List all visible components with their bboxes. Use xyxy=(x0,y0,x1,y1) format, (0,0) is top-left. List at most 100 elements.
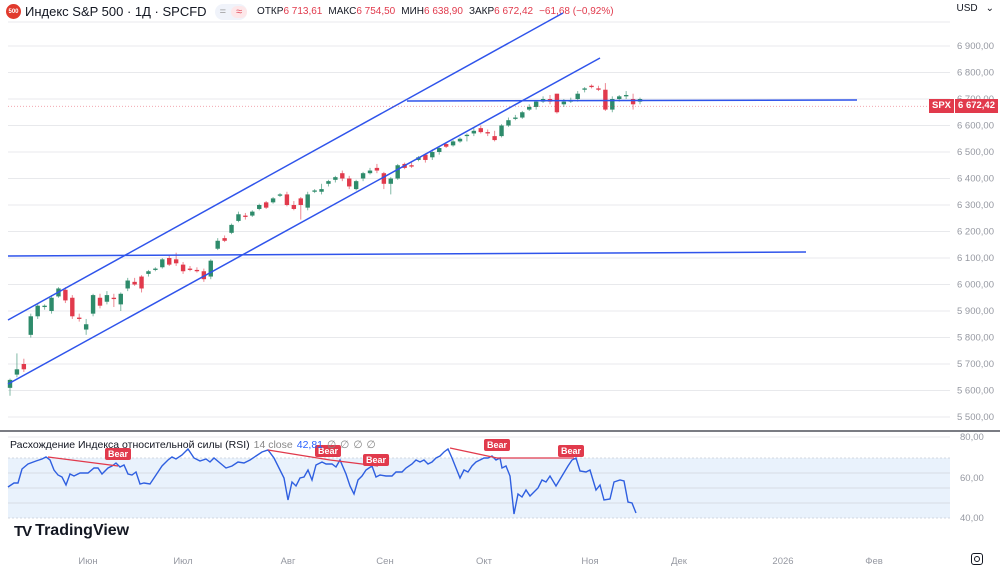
price-axis-label: 6 400,00 xyxy=(957,174,994,185)
candle xyxy=(589,85,594,88)
support-line[interactable] xyxy=(7,251,807,257)
candle xyxy=(450,141,456,146)
candle xyxy=(520,112,525,118)
candle xyxy=(360,173,366,179)
candle xyxy=(430,152,435,158)
candle xyxy=(388,178,393,184)
candle xyxy=(63,289,68,301)
rsi-axis-label: 80,00 xyxy=(960,432,984,443)
candle xyxy=(333,177,338,180)
candle xyxy=(187,268,193,270)
time-axis-label: Дек xyxy=(671,556,687,567)
price-axis-label: 6 900,00 xyxy=(957,41,994,52)
chevron-down-icon: ⌄ xyxy=(985,3,994,14)
candle xyxy=(457,138,463,142)
symbol-title[interactable]: Индекс S&P 500 · 1Д · SPCFD xyxy=(25,4,207,19)
low-value: 6 638,90 xyxy=(424,6,463,17)
price-axis-label: 6 300,00 xyxy=(957,200,994,211)
candle xyxy=(229,224,234,233)
candle xyxy=(35,305,40,317)
candle xyxy=(180,264,186,272)
rsi-na-3: ∅ xyxy=(353,439,363,451)
price-axis-label: 6 500,00 xyxy=(957,147,994,158)
close-value: 6 672,42 xyxy=(494,6,534,17)
candle xyxy=(125,280,130,289)
candle xyxy=(243,215,248,217)
price-axis-label: 5 600,00 xyxy=(957,386,994,397)
settings-icon[interactable] xyxy=(971,553,983,565)
candle xyxy=(284,194,290,205)
tradingview-mark-icon: TV xyxy=(14,522,32,540)
candle xyxy=(478,128,483,133)
candle xyxy=(97,297,103,306)
candle xyxy=(353,181,359,190)
candle xyxy=(83,324,89,330)
time-axis-label: Июн xyxy=(78,556,98,567)
candle xyxy=(381,173,387,184)
candle xyxy=(42,305,47,308)
currency-selector[interactable]: USD ⌄ xyxy=(956,3,994,14)
candle xyxy=(312,190,317,192)
bear-label xyxy=(558,445,584,457)
bear-label xyxy=(363,454,389,466)
candle xyxy=(167,258,172,265)
candle xyxy=(464,134,470,137)
svg-text:Bear: Bear xyxy=(318,446,339,456)
candle xyxy=(208,260,213,277)
time-axis-label: Окт xyxy=(475,556,493,567)
candle xyxy=(533,101,539,107)
candle xyxy=(277,194,283,196)
candle xyxy=(104,295,110,302)
price-change: −61,68 (−0,92%) xyxy=(539,6,614,17)
close-label: ЗАКР xyxy=(468,6,495,17)
candle xyxy=(77,317,82,319)
chart-mode-toggle[interactable]: = ≈ xyxy=(214,3,248,20)
high-value: 6 754,50 xyxy=(356,6,396,17)
time-axis-label: 2026 xyxy=(772,556,794,567)
price-axis-label: 6 600,00 xyxy=(957,121,994,132)
tradingview-logo[interactable]: TV TradingView xyxy=(14,522,129,540)
candle xyxy=(443,144,449,147)
tradingview-brand: TradingView xyxy=(35,522,130,539)
candle xyxy=(111,297,117,300)
time-axis-label: Авг xyxy=(280,556,296,567)
candle xyxy=(118,293,123,305)
chart-header: 500 Индекс S&P 500 · 1Д · SPCFD = ≈ ОТКР… xyxy=(0,0,1000,23)
candle xyxy=(561,101,567,105)
candle xyxy=(471,130,477,134)
candle xyxy=(215,240,220,249)
channel-upper-line[interactable] xyxy=(7,12,564,321)
rsi-axis-label: 60,00 xyxy=(960,473,984,484)
rsi-value: 42,81 xyxy=(296,439,324,451)
toggle-equal[interactable]: = xyxy=(219,5,226,18)
bear-divergence-line xyxy=(449,447,498,459)
price-tag-symbol: SPX xyxy=(929,99,955,113)
svg-text:Bear: Bear xyxy=(561,446,582,456)
candle xyxy=(492,136,497,141)
resistance-line[interactable] xyxy=(406,99,858,102)
candle xyxy=(173,259,179,264)
rsi-na-4: ∅ xyxy=(366,439,376,451)
candle xyxy=(305,194,310,208)
candle xyxy=(236,214,241,221)
price-axis-label: 6 200,00 xyxy=(957,227,994,238)
bear-divergence-line xyxy=(47,456,119,467)
candle xyxy=(513,117,518,119)
candle xyxy=(146,271,151,274)
candle xyxy=(153,268,158,270)
candle xyxy=(250,211,255,216)
rsi-legend[interactable]: Расхождение Индекса относительной силы (… xyxy=(10,439,376,451)
toggle-approx[interactable]: ≈ xyxy=(231,5,248,18)
time-axis-label: Фев xyxy=(865,556,883,567)
candle xyxy=(263,202,269,208)
candle xyxy=(603,89,608,110)
candle xyxy=(395,165,400,179)
candle xyxy=(70,297,75,317)
candle xyxy=(132,281,137,285)
candle xyxy=(409,165,414,167)
channel-lower-line[interactable] xyxy=(7,57,601,385)
ohlc-values: ОТКР6 713,61 МАКС6 754,50 МИН6 638,90 ЗА… xyxy=(257,6,533,17)
rsi-title: Расхождение Индекса относительной силы (… xyxy=(10,439,250,451)
price-tag-value: 6 672,42 xyxy=(955,99,998,113)
